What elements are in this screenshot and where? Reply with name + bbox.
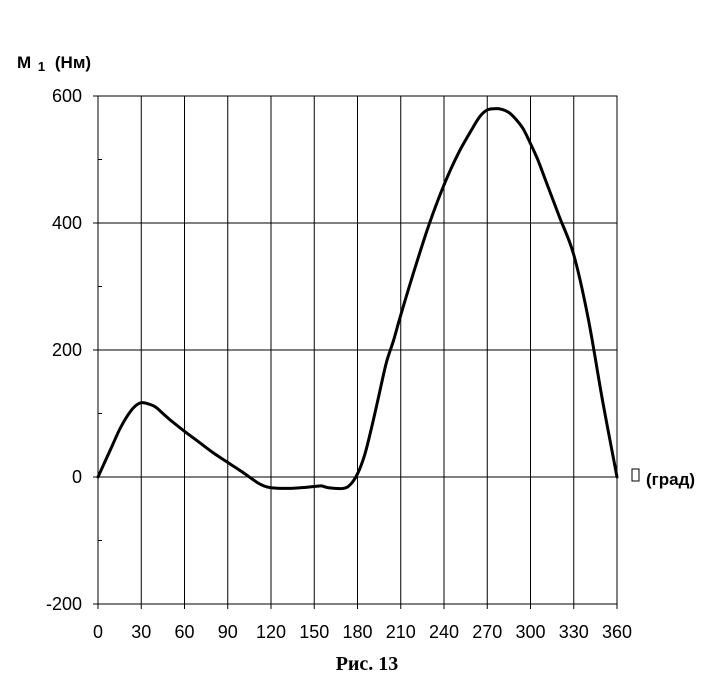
series-line-m1 bbox=[96, 107, 619, 491]
grid bbox=[93, 95, 618, 609]
x-tick-label: 60 bbox=[174, 622, 194, 642]
y-tick-label: 200 bbox=[52, 340, 82, 360]
y-tick-label: 0 bbox=[72, 467, 82, 487]
y-axis-label-subscript: 1 bbox=[38, 59, 45, 74]
x-tick-label: 180 bbox=[342, 622, 372, 642]
x-tick-label: 120 bbox=[256, 622, 286, 642]
y-tick-label: 600 bbox=[52, 86, 82, 106]
x-axis-label: (град) bbox=[631, 468, 695, 489]
x-tick-label: 240 bbox=[429, 622, 459, 642]
x-tick-label: 270 bbox=[472, 622, 502, 642]
y-axis-label: M 1 (Нм) bbox=[17, 53, 91, 75]
tick-labels: 0 30 60 90 120 150 180 210 240 270 300 330 360 -200 0 2… bbox=[46, 86, 632, 642]
plot-frame bbox=[97, 95, 618, 605]
x-tick-label: 360 bbox=[602, 622, 632, 642]
y-axis-label-unit: (Нм) bbox=[55, 53, 91, 72]
missing-glyph-box bbox=[631, 468, 640, 482]
y-tick-label: 400 bbox=[52, 213, 82, 233]
x-tick-label: 300 bbox=[515, 622, 545, 642]
x-tick-label: 210 bbox=[386, 622, 416, 642]
y-tick-label: -200 bbox=[46, 594, 82, 614]
y-axis-label-main: M bbox=[17, 53, 31, 72]
x-tick-label: 150 bbox=[299, 622, 329, 642]
x-tick-label: 90 bbox=[218, 622, 238, 642]
x-tick-label: 0 bbox=[93, 622, 103, 642]
x-tick-label: 30 bbox=[131, 622, 151, 642]
x-axis-label-unit: (град) bbox=[646, 470, 695, 489]
x-tick-label: 330 bbox=[559, 622, 589, 642]
figure-caption: Рис. 13 bbox=[336, 653, 399, 675]
